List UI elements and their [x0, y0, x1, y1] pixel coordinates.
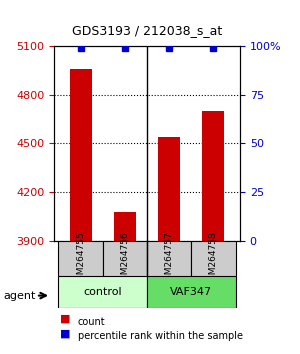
FancyBboxPatch shape — [103, 241, 147, 276]
Text: GSM264757: GSM264757 — [165, 231, 174, 286]
Bar — [158, 137, 180, 241]
Bar — [70, 69, 92, 241]
FancyBboxPatch shape — [58, 276, 147, 308]
Bar — [114, 212, 136, 241]
Text: control: control — [83, 287, 122, 297]
FancyBboxPatch shape — [58, 241, 103, 276]
Text: GSM264755: GSM264755 — [76, 231, 85, 286]
Text: count: count — [78, 317, 106, 327]
Text: ■: ■ — [60, 314, 70, 324]
Text: percentile rank within the sample: percentile rank within the sample — [78, 331, 243, 341]
Text: GSM264758: GSM264758 — [209, 231, 218, 286]
Bar — [202, 111, 224, 241]
FancyBboxPatch shape — [191, 241, 236, 276]
Text: ■: ■ — [60, 328, 70, 338]
FancyBboxPatch shape — [147, 276, 236, 308]
Text: GDS3193 / 212038_s_at: GDS3193 / 212038_s_at — [72, 24, 222, 37]
Text: GSM264756: GSM264756 — [120, 231, 129, 286]
Text: VAF347: VAF347 — [170, 287, 212, 297]
FancyBboxPatch shape — [147, 241, 191, 276]
Text: agent: agent — [3, 291, 35, 301]
